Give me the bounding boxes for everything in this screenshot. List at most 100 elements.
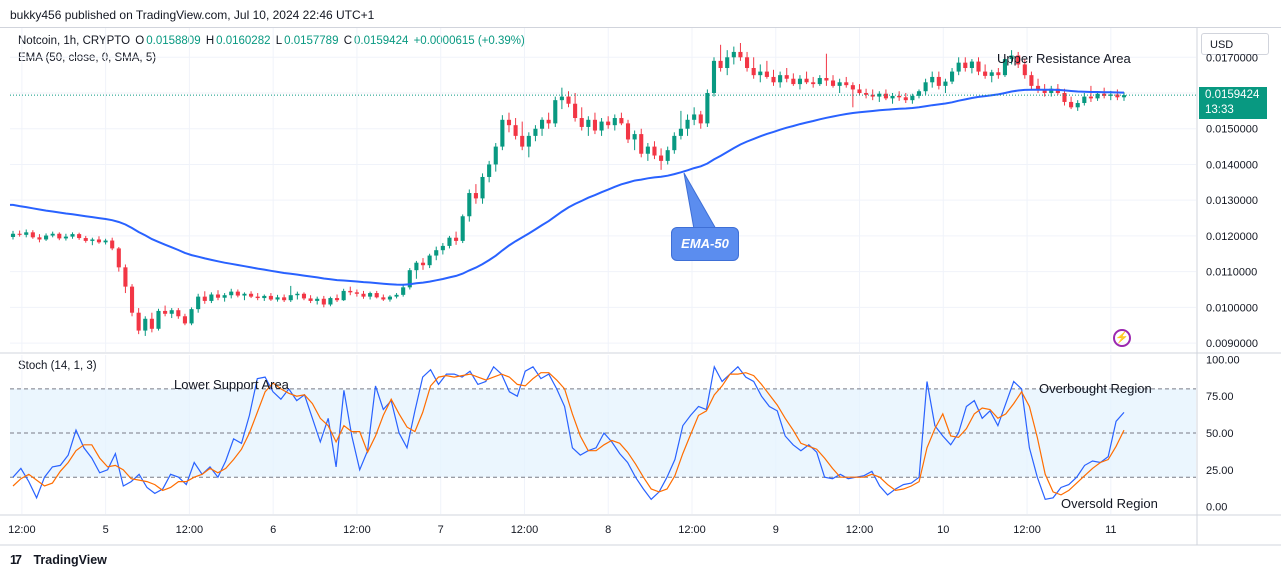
candle xyxy=(242,292,247,301)
candle xyxy=(255,293,260,301)
ema-legend[interactable]: EMA (50, close, 0, SMA, 5) xyxy=(18,52,158,64)
candle xyxy=(916,89,922,99)
candle xyxy=(262,294,267,301)
candle xyxy=(268,293,273,301)
candle xyxy=(176,308,181,319)
time-tick-label: 7 xyxy=(438,524,444,536)
candle xyxy=(665,146,670,165)
candle-body xyxy=(123,267,128,287)
lightning-icon[interactable]: ⚡ xyxy=(1113,329,1131,347)
candle xyxy=(725,50,730,76)
candle xyxy=(182,313,187,326)
candle xyxy=(751,57,756,79)
candle xyxy=(1121,92,1127,101)
top-divider xyxy=(0,27,1281,28)
candle xyxy=(381,294,386,301)
candle xyxy=(731,46,736,65)
candle-body xyxy=(725,57,730,69)
candle xyxy=(566,91,571,108)
candle xyxy=(96,236,102,244)
candle-body xyxy=(282,297,287,301)
candle xyxy=(414,260,419,279)
candle-body xyxy=(989,72,994,76)
candle-body xyxy=(520,135,525,147)
candle-body xyxy=(321,298,326,305)
candle-body xyxy=(182,316,187,324)
stoch-tick-label: 25.00 xyxy=(1206,465,1234,477)
candle xyxy=(659,148,664,170)
candle-body xyxy=(1108,94,1113,96)
candle-body xyxy=(387,296,392,300)
candle-body xyxy=(1002,59,1008,76)
time-tick-label: 12:00 xyxy=(511,524,539,536)
candle xyxy=(493,143,498,172)
candle xyxy=(10,230,16,240)
candle xyxy=(804,71,809,85)
candle xyxy=(44,233,49,241)
time-tick-label: 10 xyxy=(937,524,949,536)
candle-body xyxy=(156,310,161,329)
price-tick-label: 0.0140000 xyxy=(1206,159,1258,171)
candle-body xyxy=(368,293,373,297)
candle xyxy=(17,230,22,237)
candle xyxy=(943,78,948,94)
stoch-tick-label: 75.00 xyxy=(1206,391,1234,403)
candle xyxy=(427,253,432,269)
stoch-legend[interactable]: Stoch (14, 1, 3) xyxy=(18,360,99,372)
candle-body xyxy=(1088,96,1093,99)
candle xyxy=(77,232,82,240)
stoch-tick-label: 50.00 xyxy=(1206,428,1234,440)
candle xyxy=(692,107,697,126)
candle-body xyxy=(407,270,412,288)
candle xyxy=(513,118,518,140)
stoch-band xyxy=(10,388,1196,478)
candle xyxy=(37,234,42,243)
candle-body xyxy=(348,290,353,293)
symbol-label[interactable]: Notcoin, 1h, CRYPTO xyxy=(18,35,131,47)
candle-body xyxy=(414,262,419,271)
candle-body xyxy=(50,233,55,236)
candle-body xyxy=(745,57,750,69)
candle-body xyxy=(718,60,723,69)
candle xyxy=(784,68,789,83)
candle xyxy=(685,114,690,136)
candle-body xyxy=(143,318,148,331)
candle-body xyxy=(599,121,604,131)
candle xyxy=(705,89,710,127)
candle xyxy=(672,132,677,154)
candle-body xyxy=(1102,93,1107,96)
low-label: L xyxy=(275,35,283,47)
candle-body xyxy=(129,286,135,313)
candle xyxy=(374,290,379,299)
candle-body xyxy=(612,118,617,126)
candle xyxy=(830,75,836,88)
candle-body xyxy=(189,309,194,324)
candle-body xyxy=(116,248,121,268)
currency-selector[interactable]: USD xyxy=(1201,33,1269,55)
candle-body xyxy=(163,310,168,314)
ema-legend-label: EMA (50, close, 0, SMA, 5) xyxy=(18,52,157,64)
tradingview-logo[interactable]: 17 TradingView xyxy=(10,553,107,567)
candle xyxy=(308,295,313,304)
candle-body xyxy=(1115,94,1120,98)
candle-body xyxy=(956,62,961,72)
candle-body xyxy=(705,93,710,124)
candle-body xyxy=(711,60,717,94)
candle-body xyxy=(222,295,227,298)
candle-body xyxy=(255,296,260,299)
candle-body xyxy=(1035,85,1041,90)
candle xyxy=(711,57,717,97)
candle xyxy=(592,112,598,135)
candle xyxy=(30,230,35,239)
candle-body xyxy=(394,294,399,297)
price-tick-label: 0.0090000 xyxy=(1206,338,1258,350)
candle-body xyxy=(850,85,855,90)
candle-body xyxy=(70,234,75,237)
candle xyxy=(249,291,254,299)
candle-body xyxy=(169,310,174,314)
candle xyxy=(837,78,842,94)
candle-body xyxy=(890,95,895,99)
candle-body xyxy=(90,239,95,241)
candle-body xyxy=(473,193,478,199)
